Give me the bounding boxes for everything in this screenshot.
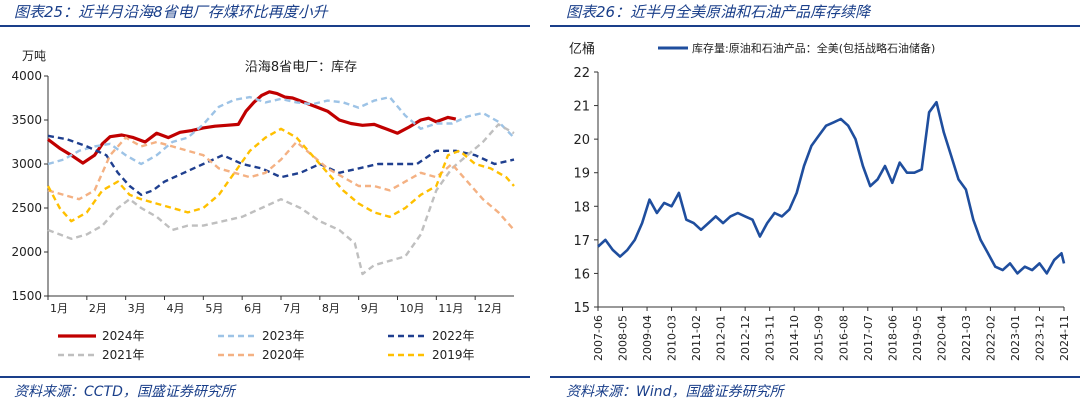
y-tick-label: 18 [573,200,590,215]
x-tick-label: 2023-01 [1009,315,1022,361]
legend-label: 库存量:原油和石油产品：全美(包括战略石油储备) [692,41,935,55]
y-axis-unit-label: 万吨 [22,49,46,63]
series-line-2022年 [47,134,515,197]
y-tick-label: 2000 [11,245,42,259]
x-tick-label: 12月 [477,302,502,315]
x-tick-label: 2023-12 [1033,315,1046,361]
y-tick-label: 15 [573,301,590,316]
x-tick-label: 2012-12 [739,315,752,361]
y-tick-label: 16 [573,267,590,282]
y-tick-label: 3500 [11,113,42,127]
series-line-2020年 [47,136,515,231]
legend-label: 2021年 [102,348,145,362]
x-tick-label: 5月 [205,302,223,315]
y-tick-label: 2500 [11,201,42,215]
left-source-rule [0,376,530,378]
x-tick-label: 2022-02 [984,315,997,361]
y-tick-label: 4000 [11,69,42,83]
legend-label: 2022年 [432,329,475,343]
x-tick-label: 10月 [400,302,425,315]
x-tick-label: 2009-04 [641,315,654,361]
x-tick-label: 2019-05 [911,315,924,361]
right-figure-title: 图表26：近半月全美原油和石油产品库存续降 [566,3,871,21]
series-line-inventory [597,100,1066,275]
series-line-2023年 [47,95,515,166]
x-tick-label: 6月 [244,302,262,315]
chart-title: 沿海8省电厂：库存 [245,59,357,75]
x-tick-label: 2018-06 [886,315,899,361]
right-title-rule [550,25,1080,27]
x-tick-label: 2011-02 [690,315,703,361]
series-line-2024年 [47,90,457,165]
legend-label: 2019年 [432,348,475,362]
y-tick-label: 1500 [11,289,42,303]
legend-label: 2024年 [102,329,145,343]
right-source-rule [550,376,1080,378]
series-line-2019年 [46,127,515,223]
x-tick-label: 11月 [438,302,463,315]
legend-label: 2020年 [262,348,305,362]
x-tick-label: 2008-05 [617,315,630,361]
x-tick-label: 3月 [128,302,146,315]
y-tick-label: 17 [573,234,590,249]
y-tick-label: 22 [573,66,590,81]
y-tick-label: 20 [573,133,590,148]
x-tick-label: 2021-03 [960,315,973,361]
y-axis-unit-label: 亿桶 [569,42,595,57]
right-source-note: 资料来源：Wind，国盛证券研究所 [566,384,784,400]
x-tick-label: 9月 [361,302,379,315]
us-oil-inventory-chart: 亿桶 15 16 17 18 19 20 21 22 2007-06 2008-05 2009-04 2… [569,41,1071,361]
x-tick-label: 2014-10 [788,315,801,361]
x-tick-label: 2015-09 [813,315,826,361]
x-tick-label: 2010-03 [666,315,679,361]
left-source-note: 资料来源：CCTD，国盛证券研究所 [14,384,235,400]
x-tick-label: 2017-07 [862,315,875,361]
y-tick-label: 21 [573,100,590,115]
legend-label: 2023年 [262,329,305,343]
x-tick-label: 1月 [50,302,68,315]
x-tick-label: 2007-06 [592,315,605,361]
x-tick-label: 2013-11 [764,315,777,361]
x-tick-label: 4月 [167,302,185,315]
x-tick-label: 8月 [322,302,340,315]
x-tick-label: 2012-01 [715,315,728,361]
series-line-2021年 [47,123,515,276]
y-tick-label: 3000 [11,157,42,171]
left-figure-title: 图表25：近半月沿海8省电厂存煤环比再度小升 [14,3,328,21]
y-tick-label: 19 [573,167,590,182]
x-tick-label: 2016-08 [837,315,850,361]
left-title-rule [0,25,530,27]
x-tick-label: 2020-04 [935,315,948,361]
x-tick-label: 2024-11 [1058,315,1071,361]
x-tick-label: 7月 [283,302,301,315]
x-tick-label: 2月 [89,302,107,315]
